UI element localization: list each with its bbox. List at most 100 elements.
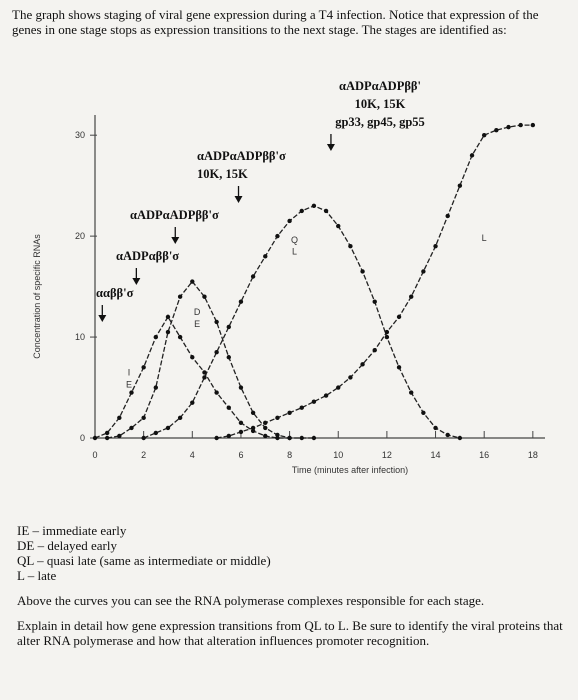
data-point-l	[506, 124, 511, 130]
data-point-de	[177, 294, 183, 299]
data-point-ql	[457, 435, 463, 441]
gene-expression-chart: 0 2 4 6 8 10 12 14 16 18 0 10 20 30 Time (minutes afte…	[32, 79, 545, 475]
x-tick-label: 14	[431, 450, 441, 460]
y-axis-title: Concentration of specific RNAs	[32, 234, 42, 359]
x-tick-label: 16	[479, 450, 489, 460]
curve-label: E	[194, 319, 200, 329]
data-point-ql	[421, 410, 426, 415]
data-point-ql	[360, 269, 365, 274]
data-point-ql	[214, 350, 219, 355]
data-point-l	[360, 362, 365, 367]
data-point-l	[238, 429, 244, 435]
data-point-ql	[336, 223, 341, 229]
data-point-l	[336, 385, 341, 390]
x-tick-label: 4	[190, 450, 195, 460]
data-point-l	[396, 314, 402, 320]
data-point-ie	[129, 390, 134, 395]
data-point-ql	[299, 208, 304, 214]
data-point-ql	[226, 324, 231, 330]
curve-label: Q	[291, 235, 298, 245]
down-arrow-icon	[234, 196, 243, 203]
data-point-l	[311, 399, 317, 404]
data-point-de	[238, 385, 244, 390]
data-point-de	[299, 435, 304, 441]
data-point-l	[226, 433, 231, 439]
x-tick-label: 8	[287, 450, 292, 460]
curve-label: D	[194, 307, 201, 317]
polymerase-note: Above the curves you can see the RNA pol…	[17, 593, 485, 608]
stage-definition-ql: QL – quasi late (same as intermediate or…	[17, 553, 271, 568]
polymerase-complex-label: αADPαββ'σ	[116, 249, 179, 263]
data-point-l	[530, 122, 536, 128]
data-point-ie	[250, 428, 256, 434]
y-tick-label: 20	[75, 231, 85, 241]
data-point-ql	[250, 274, 256, 279]
data-point-ql	[275, 233, 280, 239]
data-point-ql	[177, 415, 183, 421]
polymerase-complex-label: ααββ'σ	[96, 286, 134, 300]
x-tick-label: 18	[528, 450, 538, 460]
data-point-ql	[263, 254, 268, 259]
stage-definition-ie: IE – immediate early	[17, 523, 127, 538]
curve-label: L	[482, 233, 487, 243]
data-point-de	[153, 385, 159, 390]
data-point-l	[433, 244, 438, 249]
data-point-l	[445, 213, 450, 219]
data-point-de	[311, 435, 317, 441]
x-tick-label: 0	[92, 450, 97, 460]
curve-label: L	[292, 246, 297, 256]
data-point-ql	[445, 432, 450, 438]
polymerase-complex-label: 10K, 15K	[197, 167, 248, 181]
data-point-l	[250, 425, 256, 431]
data-point-l	[348, 375, 353, 380]
down-arrow-icon	[326, 144, 335, 151]
series-line-ie	[94, 315, 290, 439]
data-point-de	[165, 329, 171, 335]
data-point-ql	[433, 425, 438, 431]
data-point-l	[275, 415, 280, 421]
data-point-ie	[153, 334, 159, 340]
data-point-ql	[287, 218, 292, 224]
data-point-ql	[409, 390, 414, 395]
data-point-l	[214, 435, 219, 441]
data-point-ql	[323, 208, 329, 214]
data-point-l	[421, 269, 426, 274]
x-tick-label: 12	[382, 450, 392, 460]
data-point-ie	[226, 405, 231, 410]
data-point-l	[457, 183, 463, 188]
data-point-de	[104, 435, 110, 441]
data-point-l	[409, 294, 414, 299]
data-point-ql	[384, 334, 390, 340]
data-point-de	[226, 355, 231, 360]
question-prompt: Explain in detail how gene expression tr…	[17, 618, 563, 648]
polymerase-complex-label: αADPαADPββ'	[339, 79, 421, 93]
data-point-ie	[238, 420, 244, 426]
data-point-ie	[263, 433, 268, 439]
data-point-de	[250, 410, 256, 415]
data-point-ql	[396, 365, 402, 370]
stage-definition-l: L – late	[17, 568, 57, 583]
down-arrow-icon	[98, 315, 107, 322]
data-point-ql	[311, 203, 317, 209]
data-point-ql	[190, 400, 195, 405]
curve-label: E	[126, 380, 132, 390]
data-point-l	[287, 410, 292, 415]
data-point-l	[263, 420, 268, 426]
question-footer: IE – immediate early DE – delayed early …	[17, 523, 565, 648]
series-line-de	[107, 280, 314, 439]
y-tick-label: 0	[80, 433, 85, 443]
data-point-l	[469, 153, 475, 158]
polymerase-complex-label: αADPαADPββ'σ	[197, 149, 286, 163]
polymerase-complex-label: gp33, gp45, gp55	[335, 115, 425, 129]
data-point-ql	[165, 425, 171, 431]
data-point-ie	[104, 430, 110, 436]
x-axis-title: Time (minutes after infection)	[292, 465, 408, 475]
intro-text: The graph shows staging of viral gene ex…	[12, 7, 539, 37]
y-tick-label: 30	[75, 130, 85, 140]
data-point-ql	[202, 375, 207, 380]
question-intro: The graph shows staging of viral gene ex…	[12, 7, 564, 37]
data-point-ie	[165, 314, 171, 320]
data-point-l	[299, 405, 304, 410]
data-point-ie	[141, 365, 146, 370]
data-point-l	[518, 122, 523, 128]
